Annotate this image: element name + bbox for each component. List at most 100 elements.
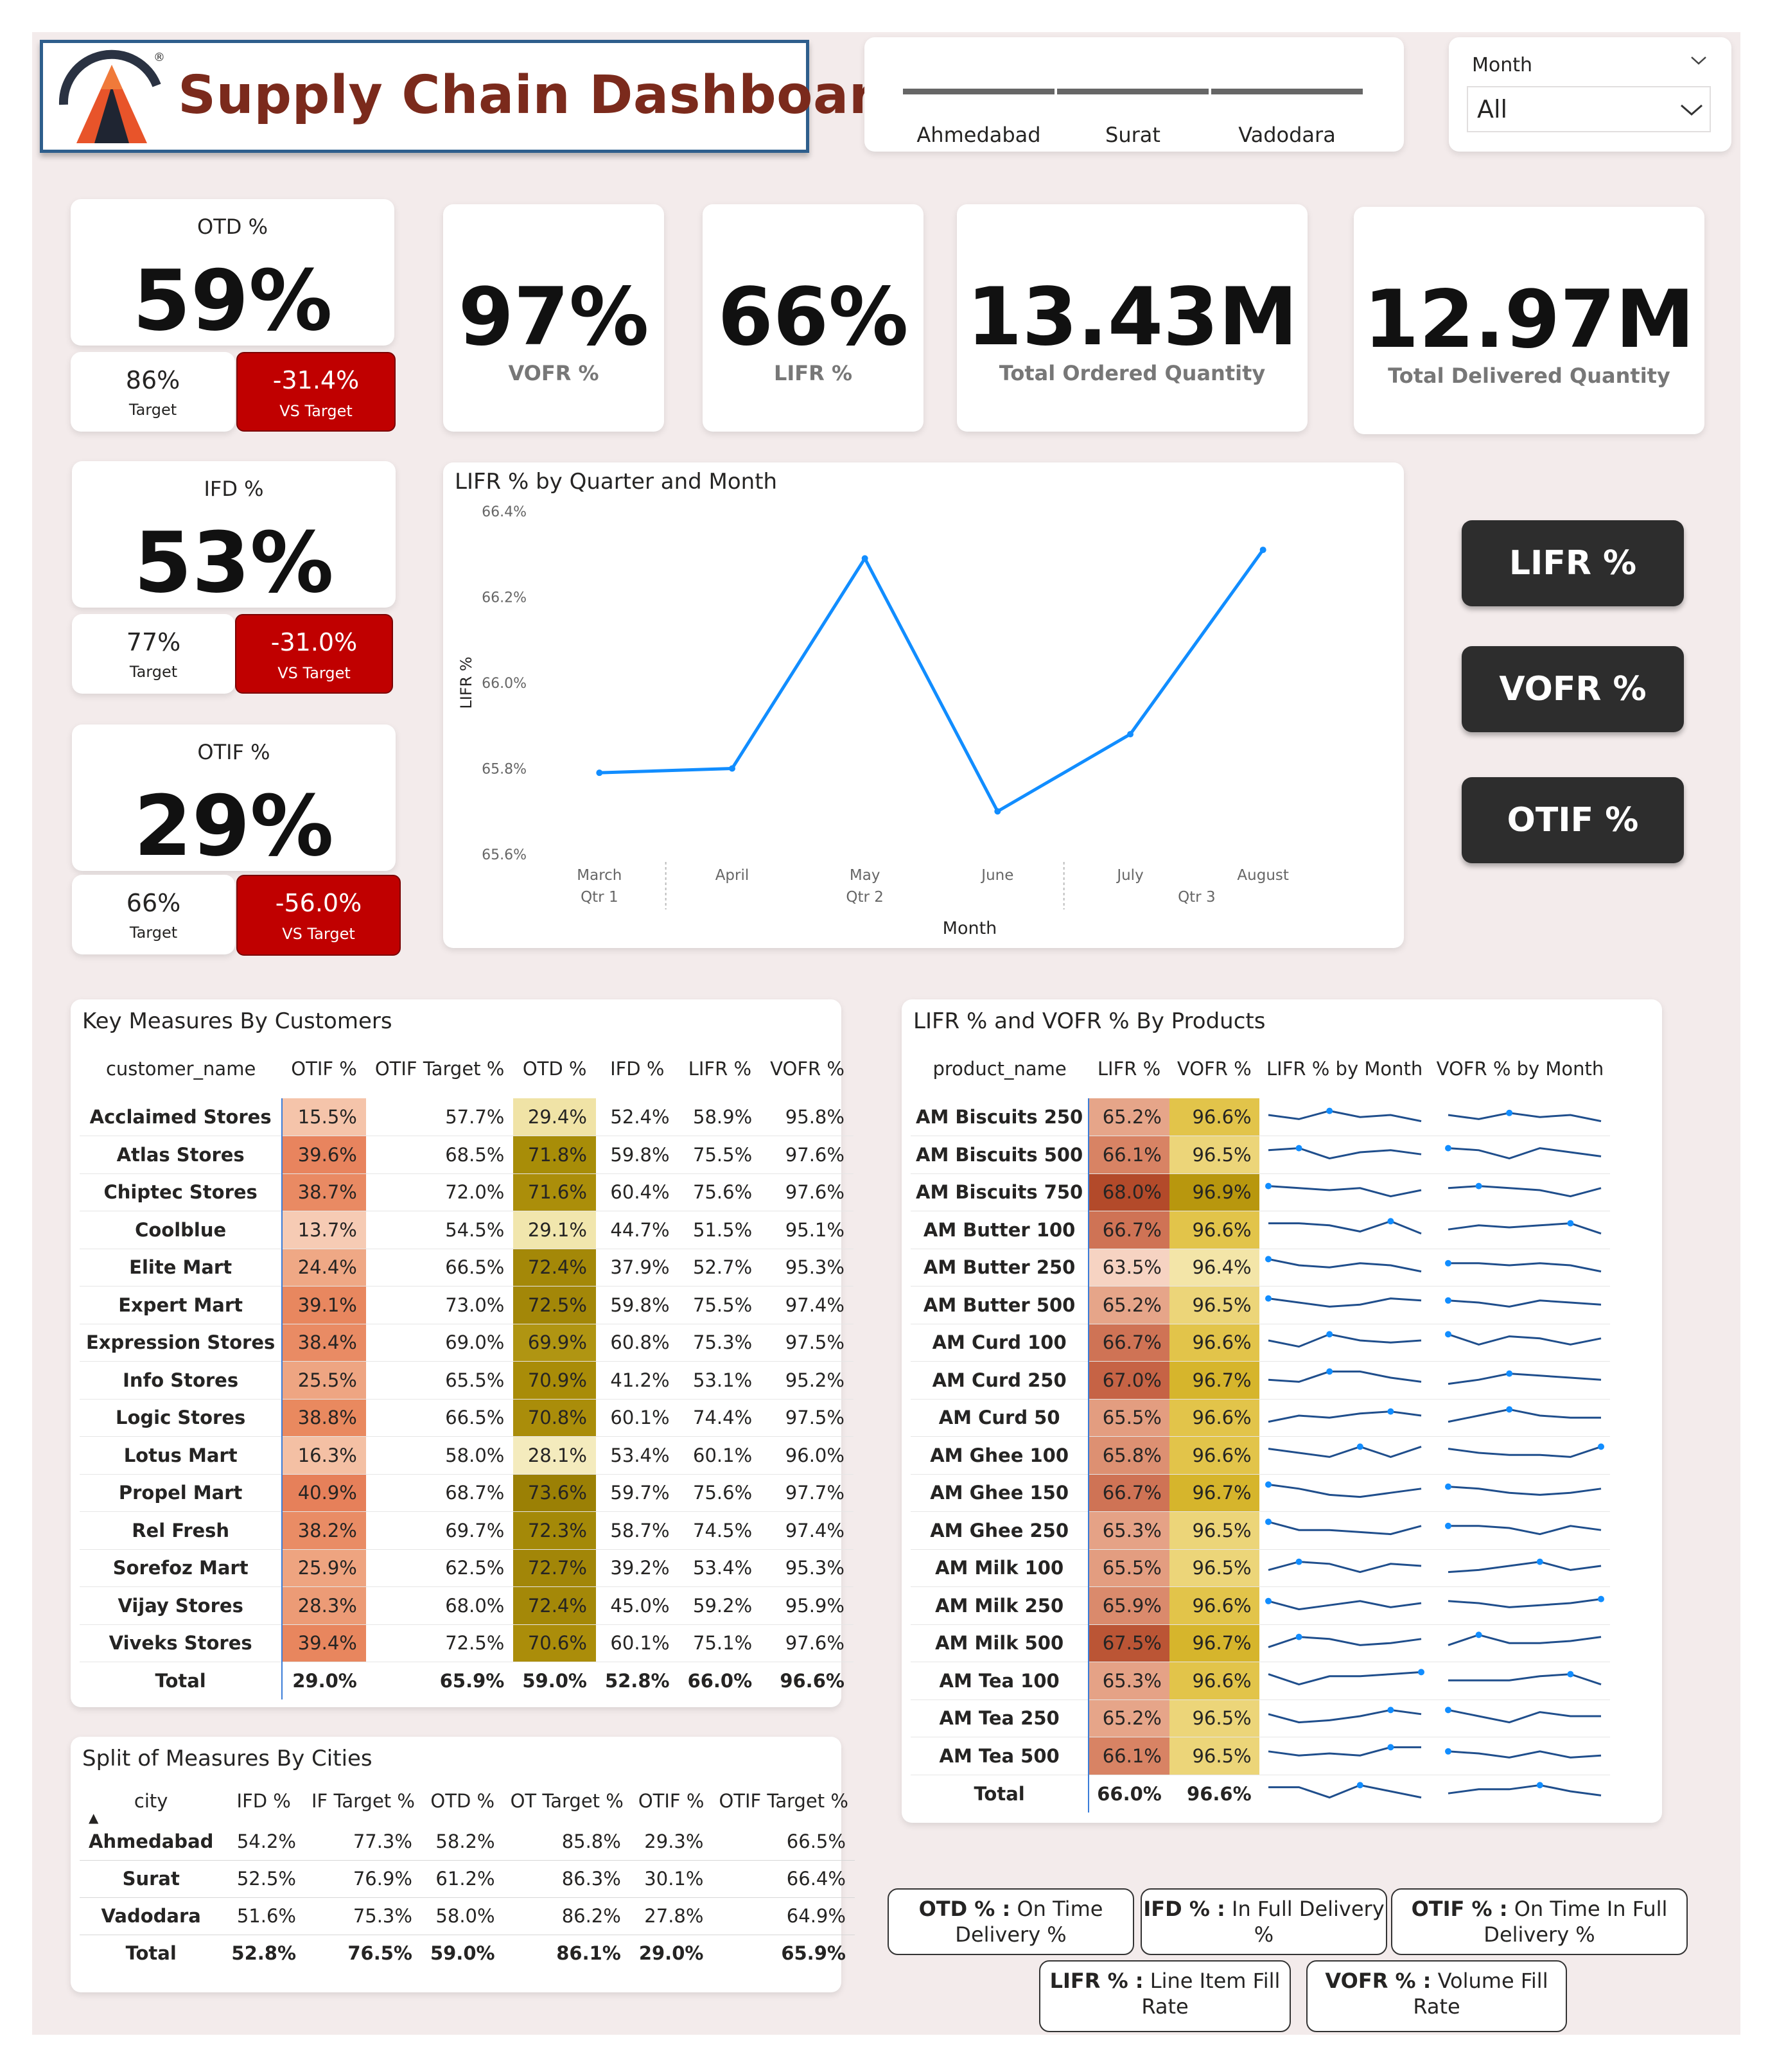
lifr-metric-button[interactable]: LIFR % [1462,520,1684,606]
city-tab-vadodara[interactable]: Vadodara [1211,89,1363,147]
table-row[interactable]: AM Curd 250 67.0% 96.7% [911,1361,1611,1400]
table-row[interactable]: AM Milk 500 67.5% 96.7% [911,1624,1611,1662]
table-cell: 97.6% [761,1624,853,1662]
table-cell: 97.5% [761,1399,853,1437]
table-cell: 13.7% [281,1211,366,1249]
table-cell: 60.1% [595,1399,679,1437]
sparkline-marker [1387,1408,1394,1415]
table-cell: 96.5% [1169,1511,1259,1550]
sort-ascending-icon[interactable]: ▲ [89,1810,99,1825]
sparkline-marker [1417,1669,1424,1676]
column-header[interactable]: VOFR % [770,1058,845,1080]
table-row[interactable]: AM Tea 500 66.1% 96.5% [911,1737,1611,1775]
sparkline-path [1448,1784,1602,1796]
vofr-sparkline-cell [1430,1324,1611,1362]
table-row[interactable]: Propel Mart 40.9% 68.7% 73.6% 59.7% 75.6% 97.7… [80,1474,853,1512]
table-row[interactable]: AM Milk 250 65.9% 96.6% [911,1586,1611,1625]
table-cell: 96.6% [1169,1211,1259,1249]
table-cell: 76.9% [305,1860,421,1898]
table-row[interactable]: AM Biscuits 250 65.2% 96.6% [911,1098,1611,1136]
column-header[interactable]: IFD % [236,1790,291,1812]
sparkline-marker [1567,1671,1574,1678]
city-tab-label: Ahmedabad [916,123,1041,147]
legend-text: On Time In Full Delivery % [1484,1897,1668,1947]
column-header[interactable]: LIFR % [1097,1058,1161,1080]
table-cell: 40.9% [281,1474,366,1512]
table-row[interactable]: AM Tea 100 65.3% 96.6% [911,1662,1611,1700]
lifr-sparkline [1268,1107,1421,1122]
table-row[interactable]: Chiptec Stores 38.7% 72.0% 71.6% 60.4% 75.6% 9… [80,1173,853,1211]
table-row[interactable]: Viveks Stores 39.4% 72.5% 70.6% 60.1% 75.1% 97… [80,1624,853,1662]
table-row[interactable]: Info Stores 25.5% 65.5% 70.9% 41.2% 53.1% 95.2… [80,1361,853,1400]
vofr-sparkline-cell [1430,1136,1611,1174]
table-row[interactable]: AM Butter 250 63.5% 96.4% [911,1249,1611,1286]
city-tab-ahmedabad[interactable]: Ahmedabad [903,89,1055,147]
table-row[interactable]: AM Ghee 100 65.8% 96.6% [911,1436,1611,1475]
table-row[interactable]: Elite Mart 24.4% 66.5% 72.4% 37.9% 52.7% 95.3% [80,1249,853,1286]
sparkline-path [1268,1333,1421,1348]
table-row[interactable]: AM Butter 500 65.2% 96.5% [911,1286,1611,1324]
city-slicer: Ahmedabad Surat Vadodara [864,37,1404,152]
table-cell: 96.5% [1169,1136,1259,1174]
table-row[interactable]: AM Ghee 150 66.7% 96.7% [911,1474,1611,1512]
table-row[interactable]: AM Tea 250 65.2% 96.5% [911,1699,1611,1737]
lifr-sparkline [1268,1443,1422,1459]
lifr-series-line [599,549,1265,813]
column-header[interactable]: OTIF % [291,1058,357,1080]
column-header[interactable]: LIFR % by Month [1266,1058,1423,1080]
column-header[interactable]: customer_name [105,1058,256,1080]
table-row[interactable]: Lotus Mart 16.3% 58.0% 28.1% 53.4% 60.1% 96.0% [80,1436,853,1475]
table-row[interactable]: AM Biscuits 500 66.1% 96.5% [911,1136,1611,1174]
column-header[interactable]: city [134,1790,168,1812]
table-row[interactable]: AM Curd 50 65.5% 96.6% [911,1399,1611,1437]
column-header[interactable]: VOFR % by Month [1436,1058,1604,1080]
sparkline-path [1268,1258,1421,1272]
table-row[interactable]: Acclaimed Stores 15.5% 57.7% 29.4% 52.4% 58.9… [80,1098,853,1136]
table-row[interactable]: Ahmedabad 54.2% 77.3% 58.2% 85.8% 29.3% 66.5% [80,1823,855,1861]
sparkline-marker [1506,1370,1513,1377]
lifr-sparkline-cell [1259,1249,1430,1286]
table-cell: 96.7% [1169,1474,1259,1512]
table-cell: 59.8% [595,1136,679,1174]
table-row[interactable]: AM Curd 100 66.7% 96.6% [911,1324,1611,1362]
table-title: Split of Measures By Cities [82,1746,372,1771]
column-header[interactable]: OTIF Target % [719,1790,848,1812]
otif-metric-button[interactable]: OTIF % [1462,777,1684,863]
column-header[interactable]: IFD % [610,1058,665,1080]
table-cell: 68.0% [365,1586,514,1625]
column-header[interactable]: OTIF % [638,1790,705,1812]
column-header[interactable]: OTIF Target % [374,1058,505,1080]
column-header[interactable]: IF Target % [311,1790,415,1812]
table-cell: 60.1% [595,1624,679,1662]
column-header[interactable]: product_name [932,1058,1067,1080]
column-header[interactable]: VOFR % [1177,1058,1252,1080]
sparkline-marker [1265,1518,1272,1525]
month-dropdown[interactable]: All [1467,86,1711,132]
table-cell: 66.7% [1088,1324,1169,1362]
table-row[interactable]: Surat 52.5% 76.9% 61.2% 86.3% 30.1% 66.4% [80,1860,855,1898]
table-row[interactable]: AM Biscuits 750 68.0% 96.9% [911,1173,1611,1211]
table-row[interactable]: Logic Stores 38.8% 66.5% 70.8% 60.1% 74.4% 97.… [80,1399,853,1437]
table-row[interactable]: Vijay Stores 28.3% 68.0% 72.4% 45.0% 59.2% 95.… [80,1586,853,1625]
table-row[interactable]: Vadodara 51.6% 75.3% 58.0% 86.2% 27.8% 64.9% [80,1897,855,1935]
table-row[interactable]: AM Milk 100 65.5% 96.5% [911,1549,1611,1587]
table-row[interactable]: Rel Fresh 38.2% 69.7% 72.3% 58.7% 74.5% 97.4% [80,1511,853,1550]
table-row[interactable]: Sorefoz Mart 25.9% 62.5% 72.7% 39.2% 53.4% 95.… [80,1549,853,1587]
table-cell: 58.9% [678,1098,762,1136]
vofr-metric-button[interactable]: VOFR % [1462,646,1684,732]
table-row[interactable]: Expert Mart 39.1% 73.0% 72.5% 59.8% 75.5% 97.4… [80,1286,853,1324]
column-header[interactable]: OT Target % [510,1790,624,1812]
lifr-sparkline-cell [1259,1436,1430,1475]
table-row[interactable]: Expression Stores 38.4% 69.0% 69.9% 60.8% 75.… [80,1324,853,1362]
table-row[interactable]: Coolblue 13.7% 54.5% 29.1% 44.7% 51.5% 95.1% [80,1211,853,1249]
city-tab-surat[interactable]: Surat [1057,89,1209,147]
column-header[interactable]: OTD % [522,1058,587,1080]
column-header[interactable]: OTD % [430,1790,495,1812]
table-row[interactable]: AM Butter 100 66.7% 96.6% [911,1211,1611,1249]
table-cell: 60.8% [595,1324,679,1362]
table-row[interactable]: Atlas Stores 39.6% 68.5% 71.8% 59.8% 75.5% 97.… [80,1136,853,1174]
table-row[interactable]: AM Ghee 250 65.3% 96.5% [911,1511,1611,1550]
table-cell: 85.8% [503,1823,630,1861]
column-header[interactable]: LIFR % [688,1058,752,1080]
chevron-down-icon[interactable] [1689,54,1708,67]
